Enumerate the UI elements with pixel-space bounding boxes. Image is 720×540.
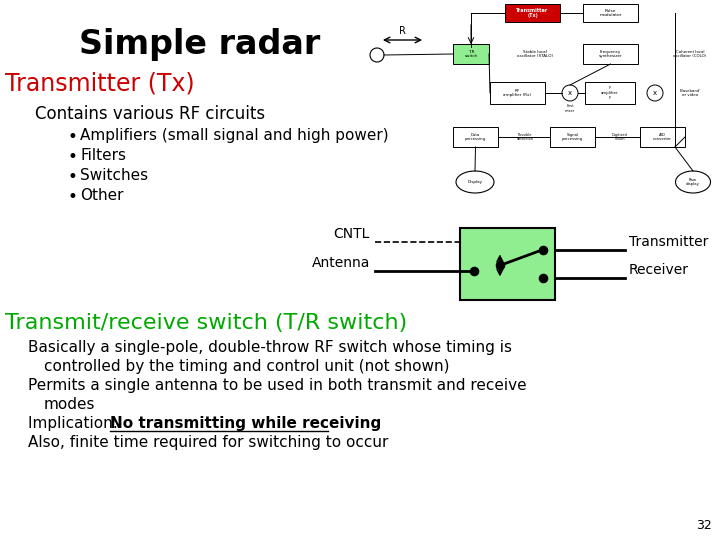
Text: •: • [68,128,78,146]
Text: Transmitter
(Tx): Transmitter (Tx) [516,8,549,18]
Text: Amplifiers (small signal and high power): Amplifiers (small signal and high power) [80,128,389,143]
Text: Permits a single antenna to be used in both transmit and receive: Permits a single antenna to be used in b… [28,378,526,393]
Text: CNTL: CNTL [333,227,370,241]
Text: Transmitter (Tx): Transmitter (Tx) [5,72,194,96]
Text: Frequency
synthesizer: Frequency synthesizer [599,50,622,58]
Text: Digitized
vision: Digitized vision [612,133,628,141]
Text: modes: modes [44,397,96,412]
Text: •: • [68,148,78,166]
Text: IF
amplifier
IF: IF amplifier IF [601,86,618,99]
Bar [505,4,560,22]
Text: •: • [68,168,78,186]
Text: •: • [68,188,78,206]
Text: Also, finite time required for switching to occur: Also, finite time required for switching… [28,435,388,450]
Bar [453,44,489,64]
Text: 'Baseband'
or video: 'Baseband' or video [679,89,701,97]
Bar [550,127,595,147]
Text: Display: Display [467,180,482,184]
Text: Signal
processing: Signal processing [562,133,583,141]
Text: Switches: Switches [80,168,148,183]
Text: Coherent local
oscillator (COLO): Coherent local oscillator (COLO) [673,50,706,58]
Text: controlled by the timing and control unit (not shown): controlled by the timing and control uni… [44,359,449,374]
Text: x: x [568,90,572,96]
Bar [583,4,638,22]
Point [537,274,549,283]
Text: Transmitter: Transmitter [629,234,708,248]
Bar [640,127,685,147]
Text: Stable local
oscillator (STALO): Stable local oscillator (STALO) [517,50,553,58]
Text: Contains various RF circuits: Contains various RF circuits [35,105,265,123]
Text: Simple radar: Simple radar [79,28,320,61]
Text: RF
amplifier (Rx): RF amplifier (Rx) [503,89,531,97]
Text: Transmit/receive switch (T/R switch): Transmit/receive switch (T/R switch) [5,313,408,333]
Text: Antenna: Antenna [312,256,370,270]
Text: x: x [653,90,657,96]
Bar [490,82,545,104]
Text: A/D
converter: A/D converter [653,133,672,141]
Point [468,267,480,275]
Text: Pulse
modulator: Pulse modulator [599,9,621,17]
Text: Filters: Filters [80,148,126,163]
Text: Other: Other [80,188,124,203]
Text: No transmitting while receiving: No transmitting while receiving [110,416,382,431]
Text: Data
processing: Data processing [465,133,486,141]
Text: 32: 32 [696,519,712,532]
Text: R: R [399,26,406,36]
Text: Implication:: Implication: [28,416,127,431]
Text: First
mixer: First mixer [565,104,575,113]
Bar [453,127,498,147]
Text: Basically a single-pole, double-throw RF switch whose timing is: Basically a single-pole, double-throw RF… [28,340,512,355]
Text: Possible
detection: Possible detection [516,133,534,141]
Bar [460,228,555,300]
Point [494,261,505,270]
Bar [583,44,638,64]
Text: Raw
display: Raw display [686,178,700,186]
Bar [585,82,635,104]
Text: T-R
switch: T-R switch [464,50,477,58]
Point [537,245,549,254]
Text: Receiver: Receiver [629,264,689,278]
